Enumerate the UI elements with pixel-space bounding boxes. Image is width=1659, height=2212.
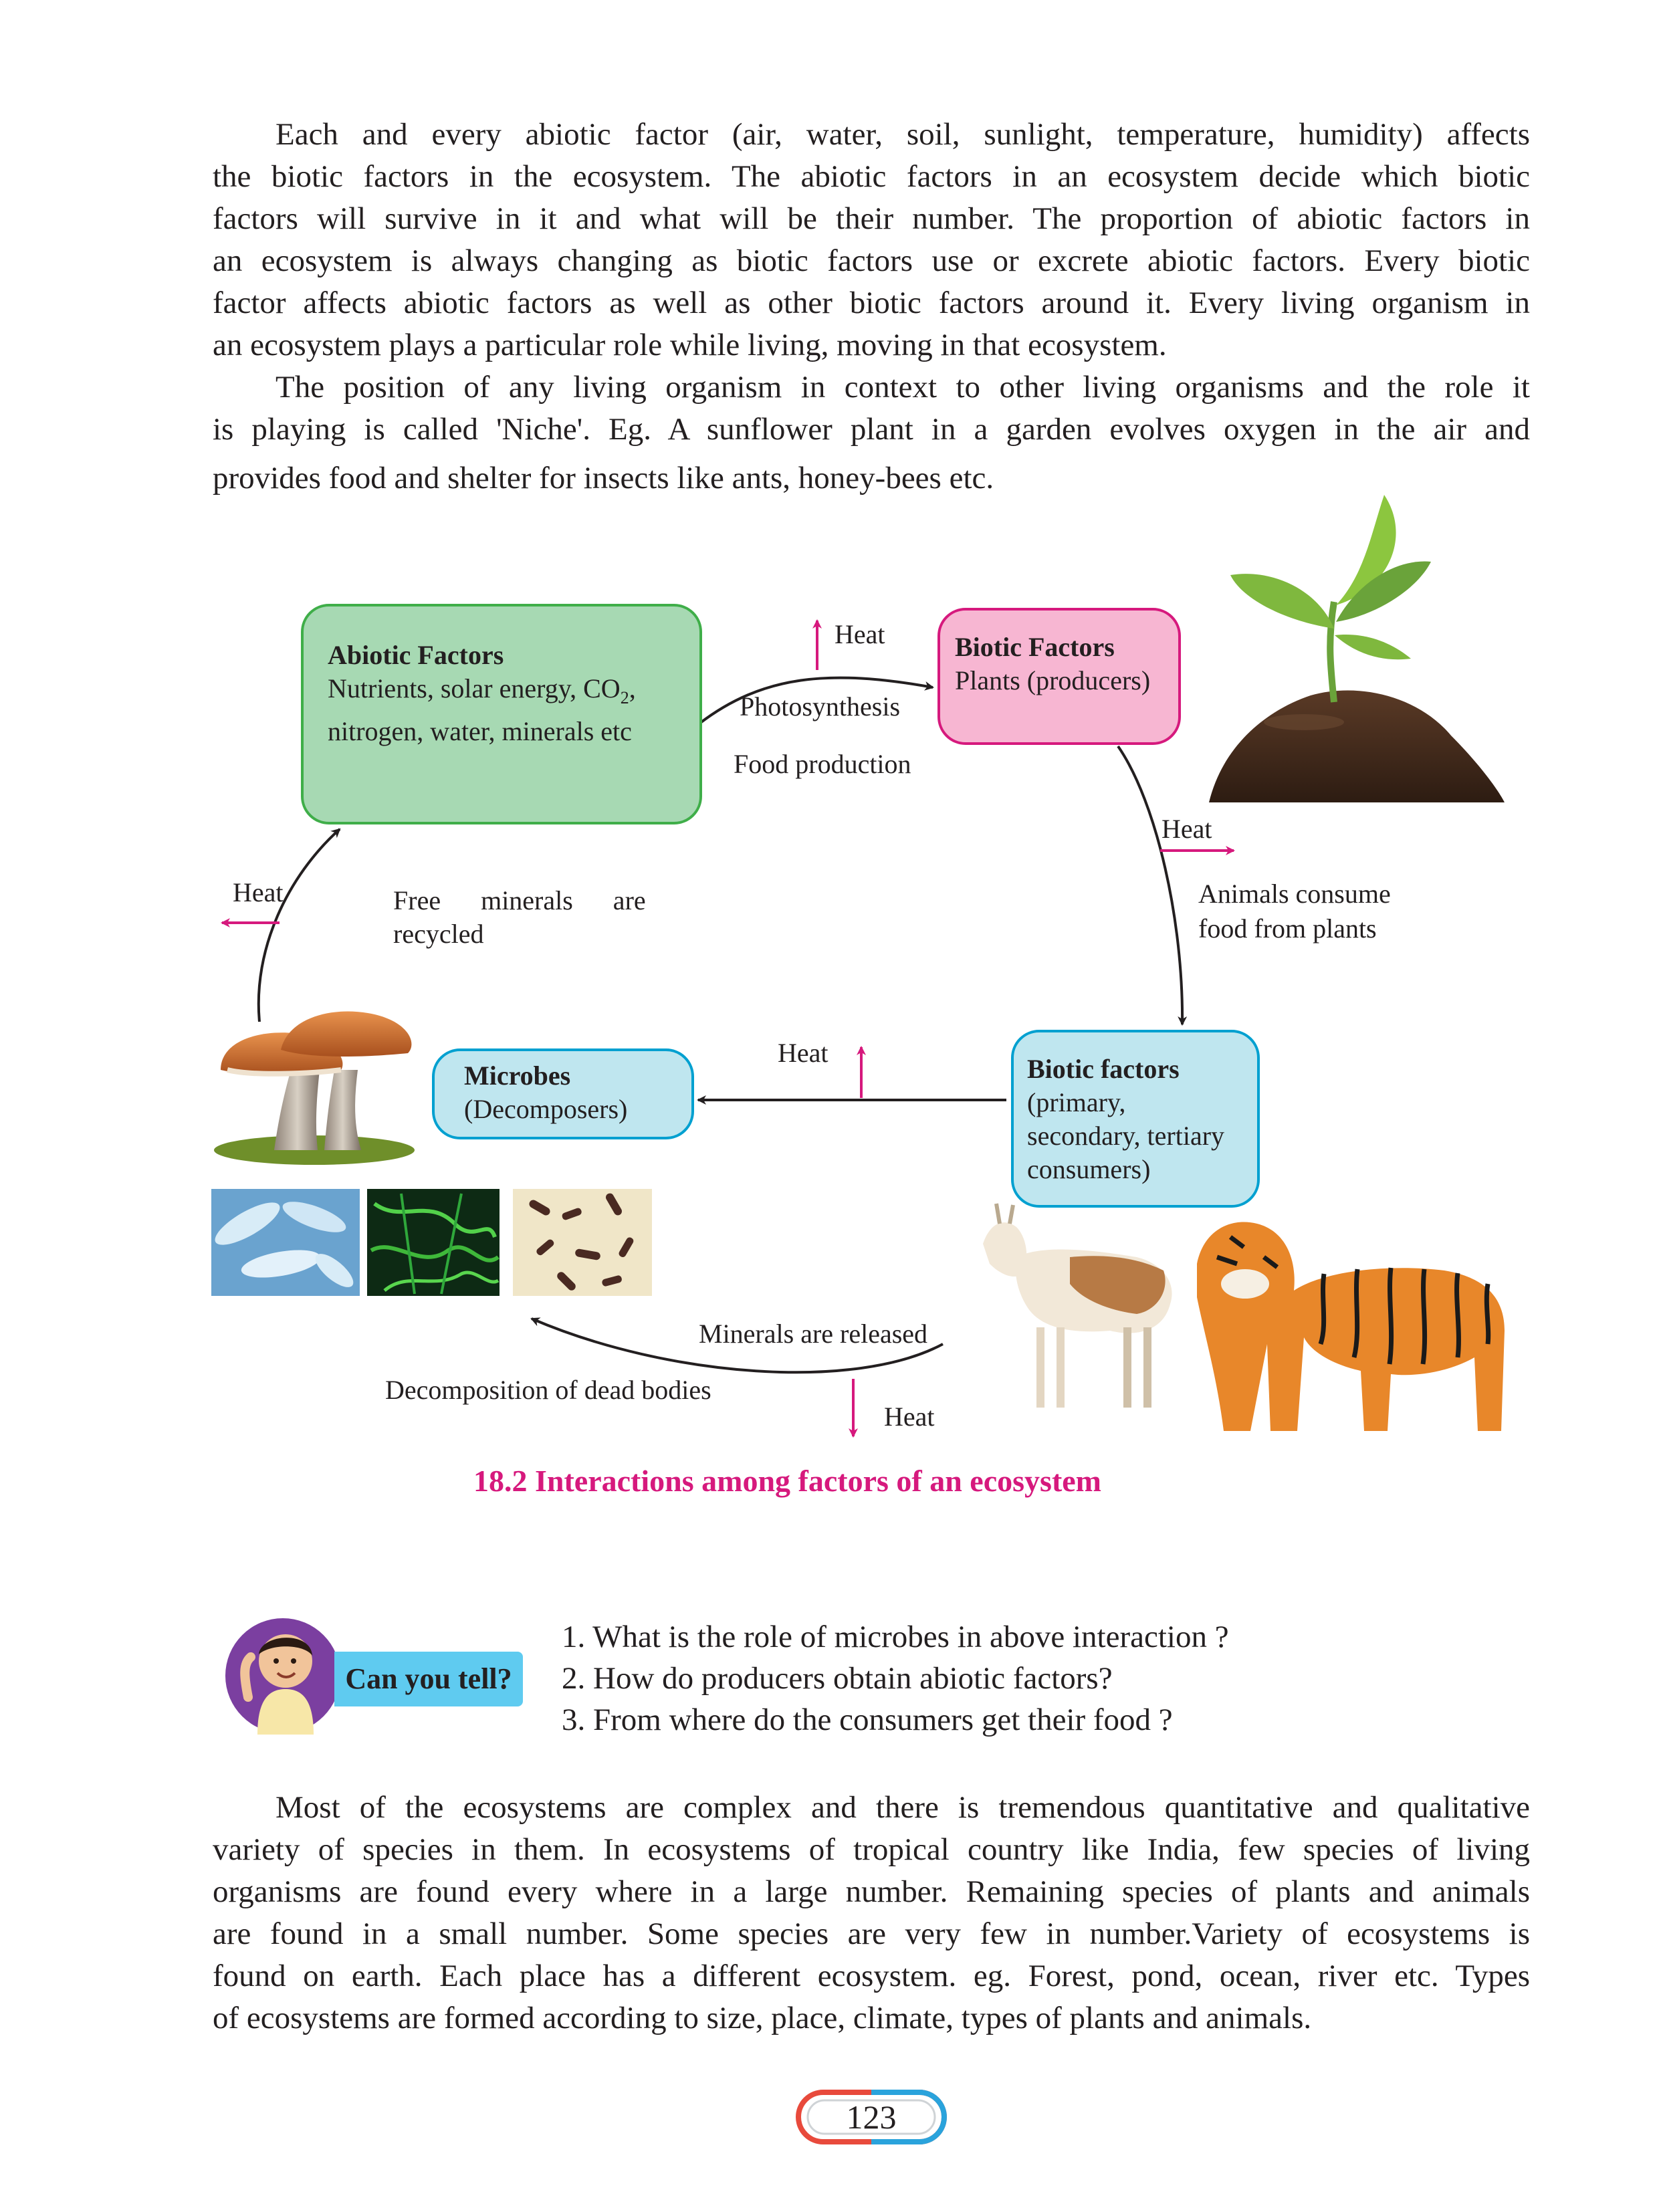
paragraph-abiotic-factors: Each and every abiotic factor (air, wate… bbox=[213, 114, 1530, 366]
heat-label: Heat bbox=[1162, 814, 1212, 844]
co2-subscript: 2 bbox=[620, 688, 629, 707]
biotic-producers-box: Biotic Factors Plants (producers) bbox=[937, 608, 1181, 745]
decomposition-label: Decomposition of dead bodies bbox=[385, 1375, 711, 1405]
text-line: factors will survive in it and what will… bbox=[213, 201, 1530, 236]
text-line: the biotic factors in the ecosystem. The… bbox=[213, 159, 1530, 194]
text-line: of ecosystems are formed according to si… bbox=[213, 2001, 1312, 2035]
text-line: organisms are found every where in a lar… bbox=[213, 1874, 1530, 1909]
abiotic-title: Abiotic Factors bbox=[328, 640, 504, 670]
question-1: 1. What is the role of microbes in above… bbox=[562, 1620, 1229, 1654]
free-minerals-label-1: Free minerals are bbox=[393, 885, 646, 915]
microbes-decomposers-box: Microbes (Decomposers) bbox=[432, 1048, 694, 1139]
microbe-title: Microbes bbox=[464, 1061, 571, 1091]
consumer-line1: (primary, bbox=[1027, 1087, 1126, 1117]
abiotic-line1-text: Nutrients, solar energy, CO bbox=[328, 673, 621, 703]
plant-seedling-icon bbox=[1209, 495, 1505, 802]
consumer-line3: consumers) bbox=[1027, 1154, 1151, 1184]
paragraph-ecosystem-variety: Most of the ecosystems are complex and t… bbox=[213, 1787, 1530, 2039]
goat-icon bbox=[983, 1203, 1172, 1408]
text-line: found on earth. Each place has a differe… bbox=[213, 1959, 1530, 1993]
question-2: 2. How do producers obtain abiotic facto… bbox=[562, 1661, 1113, 1696]
consumption-arrow bbox=[1117, 745, 1188, 1026]
text-line: provides food and shelter for insects li… bbox=[213, 461, 994, 495]
heat-label: Heat bbox=[778, 1038, 828, 1068]
abiotic-line2: nitrogen, water, minerals etc bbox=[328, 716, 632, 746]
photosynthesis-label: Photosynthesis bbox=[740, 691, 901, 722]
mushroom-icon bbox=[214, 1011, 415, 1165]
text-line: are found in a small number. Some specie… bbox=[213, 1916, 1530, 1951]
tiger-icon bbox=[1197, 1222, 1505, 1431]
text-line: The position of any living organism in c… bbox=[275, 370, 1530, 405]
food-production-label: Food production bbox=[734, 749, 911, 779]
text-line: factor affects abiotic factors as well a… bbox=[213, 286, 1530, 320]
biotic-consumers-box: Biotic factors (primary, secondary, tert… bbox=[1011, 1030, 1260, 1208]
heat-label: Heat bbox=[835, 619, 885, 649]
abiotic-factors-box: Abiotic Factors Nutrients, solar energy,… bbox=[301, 604, 702, 824]
page-number-badge bbox=[796, 2090, 947, 2144]
animals-consume-label-2: food from plants bbox=[1198, 913, 1377, 944]
abiotic-line1: Nutrients, solar energy, CO2, bbox=[328, 673, 636, 707]
paragraph-niche: The position of any living organism in c… bbox=[213, 366, 1530, 500]
text-line: Most of the ecosystems are complex and t… bbox=[275, 1790, 1530, 1825]
text-line: an ecosystem is always changing as bioti… bbox=[213, 243, 1530, 278]
figure-caption: 18.2 Interactions among factors of an ec… bbox=[473, 1464, 1102, 1498]
heat-label: Heat bbox=[233, 877, 284, 907]
question-3: 3. From where do the consumers get their… bbox=[562, 1702, 1173, 1737]
text-line: is playing is called 'Niche'. Eg. A sunf… bbox=[213, 412, 1530, 447]
page-number: 123 bbox=[846, 2098, 897, 2136]
consumer-line2: secondary, tertiary bbox=[1027, 1121, 1225, 1151]
text-line: an ecosystem plays a particular role whi… bbox=[213, 328, 1167, 362]
producer-title: Biotic Factors bbox=[955, 632, 1115, 662]
abiotic-line1-comma: , bbox=[629, 673, 636, 703]
minerals-released-label: Minerals are released bbox=[699, 1319, 928, 1349]
can-you-tell-label: Can you tell? bbox=[334, 1652, 523, 1706]
microbe-line1: (Decomposers) bbox=[464, 1094, 628, 1124]
text-line: variety of species in them. In ecosystem… bbox=[213, 1832, 1530, 1867]
animals-consume-label-1: Animals consume bbox=[1198, 879, 1391, 909]
producer-line1: Plants (producers) bbox=[955, 665, 1151, 695]
student-avatar-icon bbox=[225, 1618, 340, 1735]
bacteria-icon bbox=[211, 1189, 652, 1296]
consumer-title: Biotic factors bbox=[1027, 1054, 1180, 1084]
free-minerals-label-2: recycled bbox=[393, 919, 484, 949]
heat-label: Heat bbox=[884, 1402, 935, 1432]
recycling-arrow bbox=[257, 828, 341, 1022]
text-line: Each and every abiotic factor (air, wate… bbox=[275, 117, 1530, 152]
